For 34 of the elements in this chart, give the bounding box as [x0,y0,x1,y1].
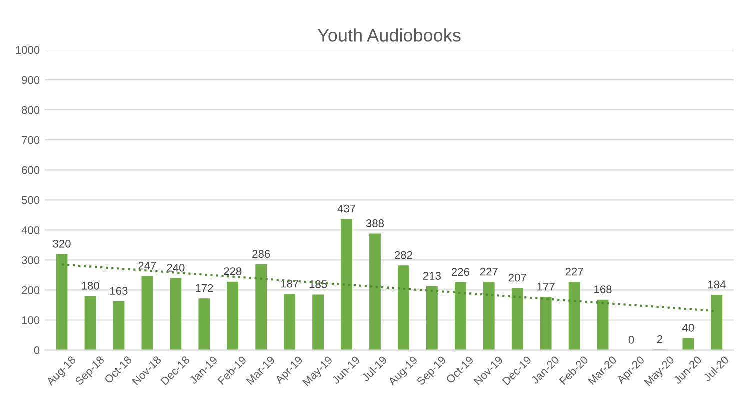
y-tick-label: 800 [22,106,40,114]
data-label: 172 [196,284,214,292]
data-label: 40 [682,324,694,332]
y-tick-label: 700 [22,136,40,144]
y-tick-label: 500 [22,196,40,204]
y-tick-label: 1000 [16,46,40,54]
y-tick-label: 300 [22,256,40,264]
data-label: 168 [594,286,612,294]
y-tick-label: 600 [22,166,40,174]
data-label: 177 [538,283,555,291]
data-label: 320 [53,240,71,248]
data-label: 228 [224,268,242,276]
data-label: 184 [708,280,726,289]
data-label: 388 [366,220,384,228]
y-tick-label: 400 [22,226,40,234]
data-label: 180 [82,282,100,290]
data-label: 0 [628,336,634,344]
data-label: 437 [338,204,356,213]
data-label: 2 [657,335,663,344]
y-tick-label: 100 [22,316,40,324]
chart-title: Youth Audiobooks [318,28,461,42]
data-label: 213 [423,272,441,280]
data-label: 282 [395,251,412,260]
data-label: 240 [167,264,185,272]
y-tick-label: 0 [34,346,40,354]
data-label: 247 [138,262,156,270]
data-label: 207 [508,274,526,282]
data-label: 227 [566,268,584,276]
data-label: 163 [110,287,128,295]
data-label: 227 [480,268,498,276]
y-tick-label: 200 [22,286,40,294]
data-label: 286 [252,250,270,258]
data-label: 226 [452,268,470,276]
y-tick-label: 900 [22,76,40,84]
